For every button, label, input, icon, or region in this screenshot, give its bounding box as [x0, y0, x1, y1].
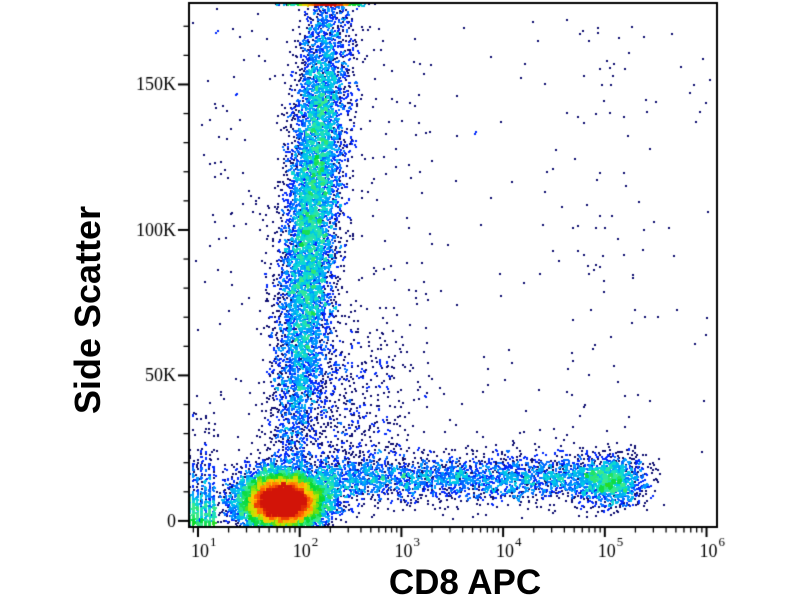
y-axis-title: Side Scatter	[67, 205, 108, 415]
x-axis-title: CD8 APC	[388, 563, 542, 600]
